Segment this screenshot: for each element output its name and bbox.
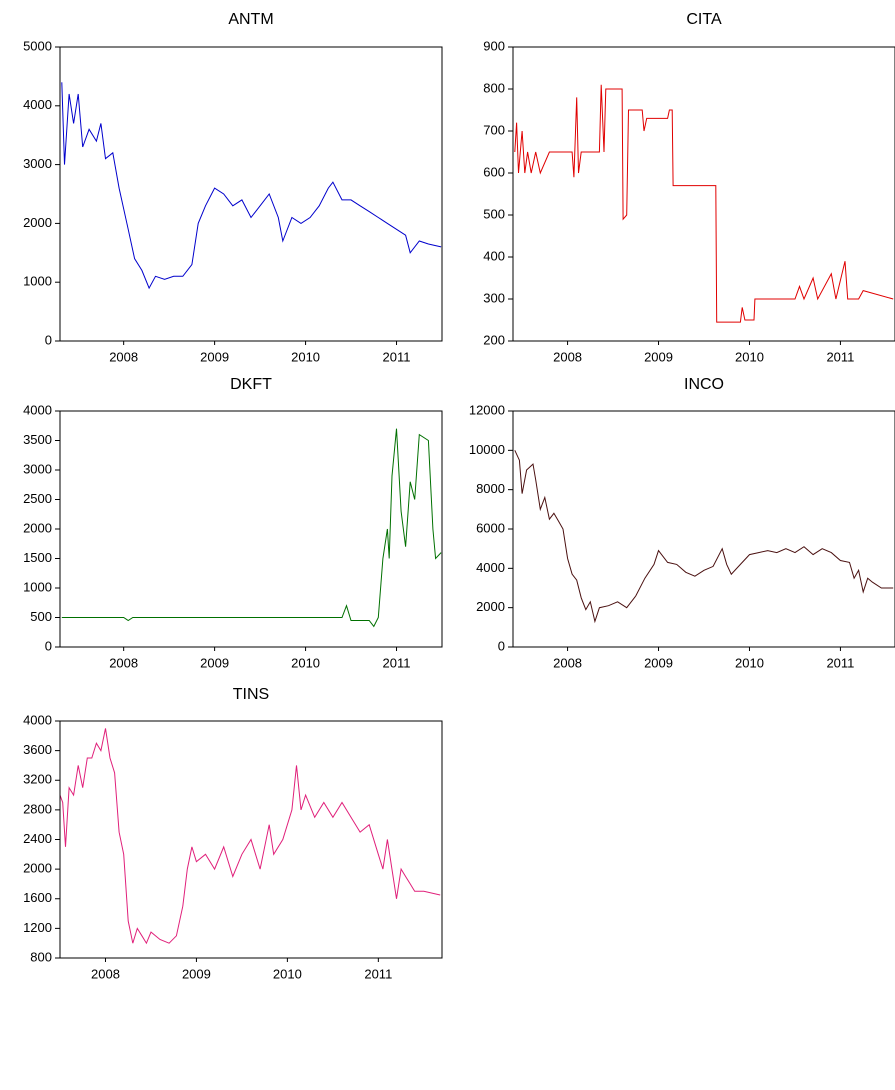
y-tick-label: 2000	[476, 599, 505, 614]
x-tick-label: 2009	[200, 349, 229, 364]
y-tick-label: 500	[30, 609, 52, 624]
chart-title: TINS	[233, 686, 269, 703]
y-tick-label: 6000	[476, 520, 505, 535]
chart-title: DKFT	[230, 376, 272, 393]
x-tick-label: 2010	[735, 349, 764, 364]
y-tick-label: 2800	[23, 801, 52, 816]
plot-frame	[512, 46, 895, 342]
y-tick-label: 3500	[23, 432, 52, 447]
y-tick-label: 3600	[23, 742, 52, 757]
x-tick-label: 2010	[273, 966, 302, 981]
y-tick-label: 3000	[23, 461, 52, 476]
plot-area	[61, 82, 442, 290]
price-line	[61, 82, 442, 290]
chart-title: ANTM	[228, 11, 273, 28]
panel: DKFT 0 500 1000 1500 2000 2500 3000 3500 4000 2008…	[23, 376, 443, 670]
y-tick-label: 800	[483, 80, 505, 95]
y-tick-label: 4000	[476, 560, 505, 575]
y-tick-label: 2000	[23, 215, 52, 230]
x-tick-label: 2008	[553, 655, 582, 670]
y-tick-label: 200	[483, 332, 505, 347]
plot-area	[514, 450, 894, 624]
y-tick-label: 4000	[23, 97, 52, 112]
x-tick-label: 2008	[109, 349, 138, 364]
y-tick-label: 10000	[469, 442, 505, 457]
y-tick-label: 600	[483, 164, 505, 179]
y-tick-label: 1200	[23, 920, 52, 935]
y-tick-label: 4000	[23, 402, 52, 417]
panel: TINS 800 1200 1600 2000 2400 2800 3200 3600 4000 2…	[23, 686, 443, 981]
y-tick-label: 1000	[23, 274, 52, 289]
y-tick-label: 2000	[23, 520, 52, 535]
price-line	[61, 428, 442, 628]
x-tick-label: 2011	[826, 655, 854, 670]
y-tick-label: 500	[483, 206, 505, 221]
y-tick-label: 0	[45, 638, 52, 653]
y-tick-label: 8000	[476, 481, 505, 496]
plot-frame	[59, 46, 443, 342]
plot-frame	[512, 410, 895, 648]
x-tick-label: 2011	[826, 349, 854, 364]
x-tick-label: 2010	[291, 655, 320, 670]
y-tick-label: 3000	[23, 156, 52, 171]
x-tick-label: 2009	[644, 349, 673, 364]
y-tick-label: 1600	[23, 890, 52, 905]
x-tick-label: 2011	[364, 966, 392, 981]
x-tick-label: 2010	[291, 349, 320, 364]
chart-title: CITA	[686, 11, 722, 28]
x-tick-label: 2008	[553, 349, 582, 364]
y-tick-label: 300	[483, 290, 505, 305]
chart-title: INCO	[684, 376, 724, 393]
y-tick-label: 900	[483, 38, 505, 53]
x-tick-label: 2009	[644, 655, 673, 670]
x-tick-label: 2008	[109, 655, 138, 670]
y-tick-label: 0	[45, 332, 52, 347]
y-tick-label: 700	[483, 122, 505, 137]
x-tick-label: 2010	[735, 655, 764, 670]
plot-area	[60, 728, 441, 945]
y-tick-label: 400	[483, 248, 505, 263]
y-tick-label: 0	[498, 638, 505, 653]
panel: ANTM 0 1000 2000 3000 4000 5000 2008 2009 2010 201…	[23, 11, 443, 364]
y-tick-label: 3200	[23, 772, 52, 787]
panel: INCO 0 2000 4000 6000 8000 10000 12000 2008 2009 2…	[469, 376, 895, 670]
y-tick-label: 2400	[23, 831, 52, 846]
price-line	[514, 450, 894, 624]
y-tick-label: 4000	[23, 712, 52, 727]
panel: CITA 200 300 400 500 600 700 800 900 2008 2009 2010…	[483, 11, 895, 364]
y-tick-label: 12000	[469, 402, 505, 417]
plot-area	[61, 428, 442, 628]
y-tick-label: 2000	[23, 861, 52, 876]
plot-area	[514, 84, 894, 323]
x-tick-label: 2011	[383, 655, 411, 670]
price-line	[514, 84, 894, 323]
x-tick-label: 2009	[182, 966, 211, 981]
y-tick-label: 5000	[23, 38, 52, 53]
y-tick-label: 800	[30, 949, 52, 964]
price-line	[60, 728, 441, 945]
x-tick-label: 2008	[91, 966, 120, 981]
plot-frame	[59, 410, 443, 648]
y-tick-label: 1000	[23, 579, 52, 594]
y-tick-label: 2500	[23, 491, 52, 506]
y-tick-label: 1500	[23, 550, 52, 565]
x-tick-label: 2011	[383, 349, 411, 364]
x-tick-label: 2009	[200, 655, 229, 670]
